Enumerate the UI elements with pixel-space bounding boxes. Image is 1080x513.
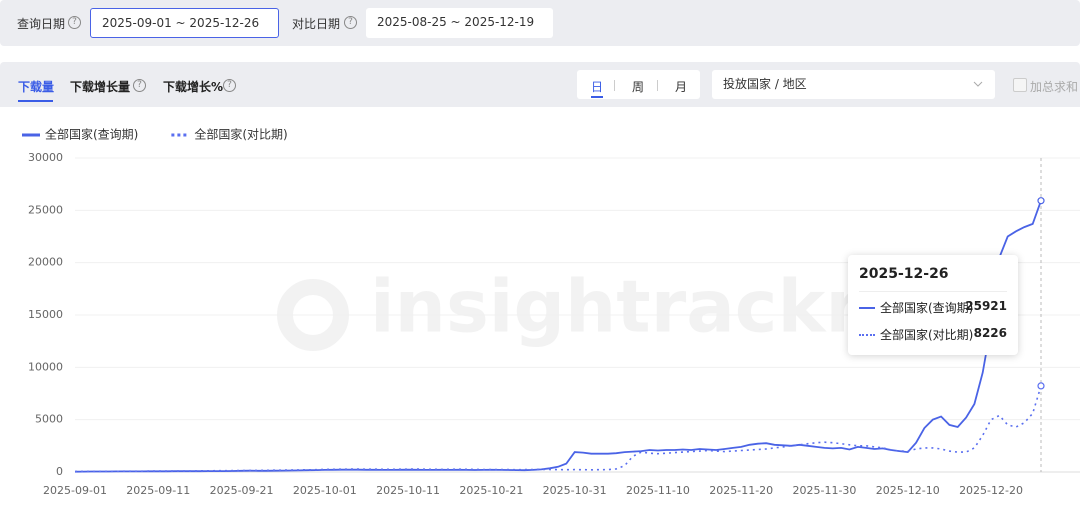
chevron-icon [973, 81, 983, 87]
granularity-option[interactable]: 周 [632, 80, 645, 94]
region-select[interactable]: 投放国家 / 地区 [712, 70, 995, 99]
y-tick-label: 20000 [28, 256, 63, 269]
tab-underline [18, 100, 53, 102]
tooltip-swatch [859, 334, 875, 336]
separator [614, 80, 615, 91]
granularity-option[interactable]: 月 [675, 80, 688, 94]
y-tick-label: 25000 [28, 203, 63, 216]
separator [657, 80, 658, 91]
series-line [74, 200, 1042, 473]
compare-date-picker[interactable]: 2025-08-25 ~ 2025-12-19 [366, 8, 553, 38]
x-tick-label: 2025-10-21 [459, 484, 523, 497]
y-tick-label: 0 [56, 465, 63, 478]
tab[interactable]: 下载增长量 [70, 80, 131, 94]
x-tick-label: 2025-11-30 [793, 484, 857, 497]
watermark: insightrackr [370, 265, 861, 349]
help-icon[interactable] [68, 16, 81, 29]
hover-point [1037, 382, 1045, 390]
y-tick-label: 30000 [28, 151, 63, 164]
chart: insightrackr 0 5000 10000 15000 20000 25000 300… [22, 127, 1080, 497]
granularity-underline [591, 96, 603, 98]
tooltip-title: 2025-12-26 [859, 266, 949, 282]
x-tick-label: 2025-10-01 [293, 484, 357, 497]
help-icon[interactable] [223, 79, 236, 92]
help-icon[interactable] [344, 16, 357, 29]
tooltip: 2025-12-26 全部国家(查询期) 25921 全部国家(对比期) 8226 [848, 255, 1018, 355]
series-line [74, 385, 1042, 473]
query-date-picker[interactable]: 2025-09-01 ~ 2025-12-26 [90, 8, 279, 38]
help-icon[interactable] [133, 79, 146, 92]
tab[interactable]: 下载增长% [163, 80, 224, 94]
x-tick-label: 2025-11-20 [709, 484, 773, 497]
x-tick-label: 2025-09-01 [43, 484, 107, 497]
tooltip-series-name: 全部国家(查询期) [880, 301, 974, 315]
checkbox[interactable] [1013, 78, 1027, 92]
query-label: 查询日期 [17, 17, 66, 31]
x-tick-label: 2025-09-21 [210, 484, 274, 497]
y-tick-label: 5000 [35, 413, 63, 426]
x-tick-label: 2025-10-11 [376, 484, 440, 497]
checkbox-label: 加总求和 [1030, 80, 1079, 94]
tooltip-divider [859, 291, 1007, 292]
tooltip-value: 25921 [965, 299, 1007, 313]
hover-point [1037, 197, 1045, 205]
x-tick-label: 2025-11-10 [626, 484, 690, 497]
y-tick-label: 10000 [28, 360, 63, 373]
tooltip-swatch [859, 307, 875, 309]
y-tick-label: 15000 [28, 308, 63, 321]
x-tick-label: 2025-10-31 [543, 484, 607, 497]
x-tick-label: 2025-12-20 [959, 484, 1023, 497]
tooltip-series-name: 全部国家(对比期) [880, 328, 974, 342]
tooltip-value: 8226 [973, 326, 1007, 340]
legend-label: 全部国家(查询期) [45, 127, 138, 142]
compare-label: 对比日期 [292, 17, 341, 31]
x-tick-label: 2025-12-10 [876, 484, 940, 497]
granularity-option[interactable]: 日 [591, 80, 604, 94]
legend-label: 全部国家(对比期) [194, 127, 287, 142]
x-tick-label: 2025-09-11 [126, 484, 190, 497]
tab-active[interactable]: 下载量 [18, 80, 55, 94]
granularity-switch [577, 70, 700, 99]
